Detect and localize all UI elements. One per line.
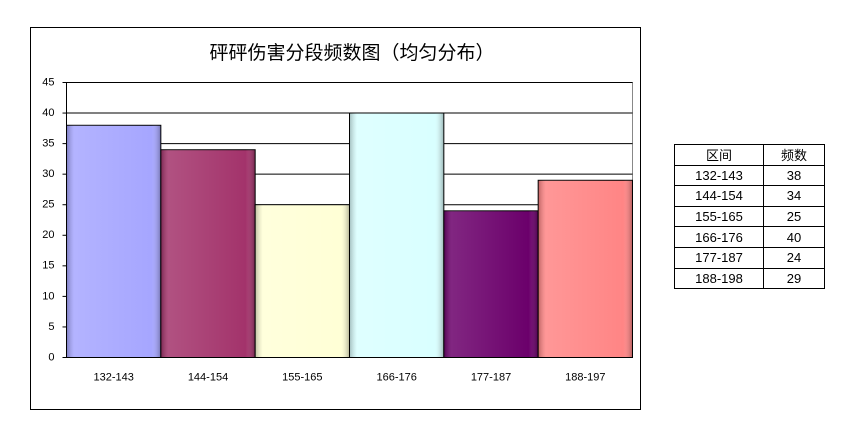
x-tick-label: 155-165: [282, 371, 322, 383]
table-header: 区间: [674, 144, 764, 166]
bar-shade: [66, 125, 161, 358]
table-cell: 24: [763, 246, 825, 269]
chart-title: 砰砰伤害分段频数图（均匀分布）: [209, 42, 494, 64]
bar-shade: [538, 180, 633, 358]
y-tick-label: 45: [42, 76, 54, 88]
x-tick-label: 132-143: [93, 371, 133, 383]
table-cell: 132-143: [674, 164, 764, 187]
table-cell: 177-187: [674, 246, 764, 269]
bar-shade: [443, 210, 539, 358]
y-tick-label: 30: [42, 168, 54, 180]
y-tick-label: 20: [42, 229, 54, 241]
y-tick-label: 0: [48, 351, 54, 363]
table-cell: 25: [763, 205, 825, 228]
table-cell: 34: [763, 185, 825, 207]
y-tick-label: 40: [42, 107, 54, 119]
table-cell: 144-154: [674, 185, 764, 207]
table-cell: 188-198: [674, 267, 764, 290]
table-header: 频数: [763, 144, 825, 166]
y-tick-label: 25: [42, 199, 54, 211]
x-tick-label: 166-176: [376, 371, 416, 383]
y-tick-label: 35: [42, 138, 54, 150]
bar-shade: [349, 113, 444, 358]
x-tick-label: 177-187: [471, 371, 511, 383]
bar-shade: [160, 149, 256, 358]
table-cell: 166-176: [674, 226, 764, 248]
x-tick-label: 188-197: [565, 371, 605, 383]
table-cell: 29: [763, 267, 825, 290]
bar-shade: [255, 204, 350, 358]
table-cell: 40: [763, 226, 825, 248]
x-tick-label: 144-154: [188, 371, 228, 383]
y-tick-label: 5: [48, 321, 54, 333]
table-cell: 38: [763, 164, 825, 187]
y-tick-label: 15: [42, 260, 54, 272]
table-cell: 155-165: [674, 205, 764, 228]
data-table: 区间 频数 132-143 38 144-154 34 155-165 25 166-176…: [674, 144, 825, 290]
y-tick-label: 10: [42, 290, 54, 302]
